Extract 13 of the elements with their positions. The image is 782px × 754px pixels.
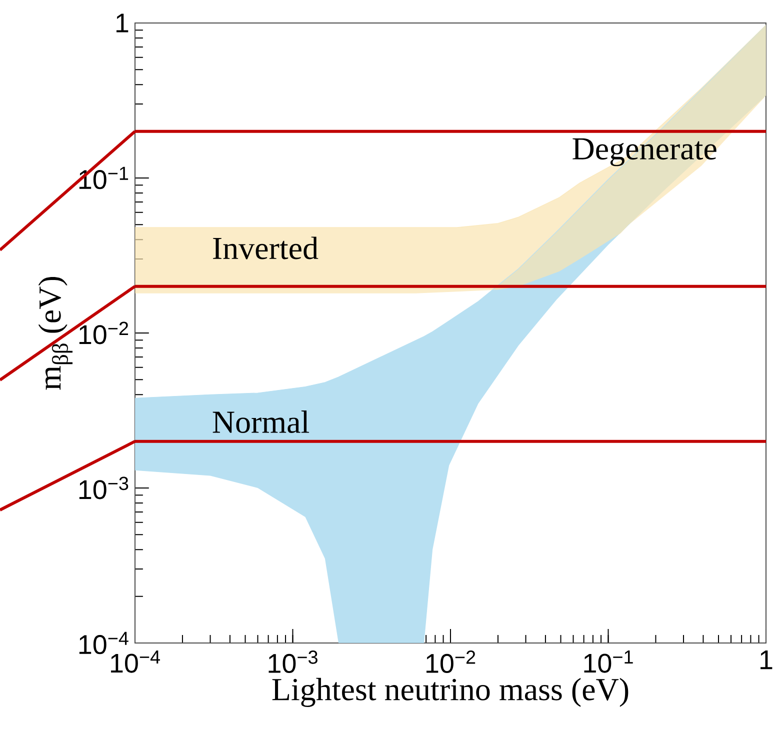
x-axis-title: Lightest neutrino mass (eV) xyxy=(272,678,628,707)
annotation: Degenerate xyxy=(572,138,716,166)
y-tick-label: 10$^{−1}$ xyxy=(79,166,128,190)
x-tick-label: 1 xyxy=(760,650,772,670)
y-axis-title: m$_{ββ}$ (eV) xyxy=(38,276,73,390)
x-tick-label: 10$^{−1}$ xyxy=(584,650,633,673)
series-label: Inverted xyxy=(213,236,318,260)
y-tick-label: 1 xyxy=(116,14,128,32)
series-label: Normal xyxy=(212,410,310,434)
y-tick-label: 10$^{−3}$ xyxy=(79,476,128,500)
y-tick-label: 10$^{−2}$ xyxy=(79,322,128,344)
x-tick-label: 10$^{−3}$ xyxy=(268,650,318,674)
x-tick-label: 10$^{−2}$ xyxy=(426,650,476,674)
